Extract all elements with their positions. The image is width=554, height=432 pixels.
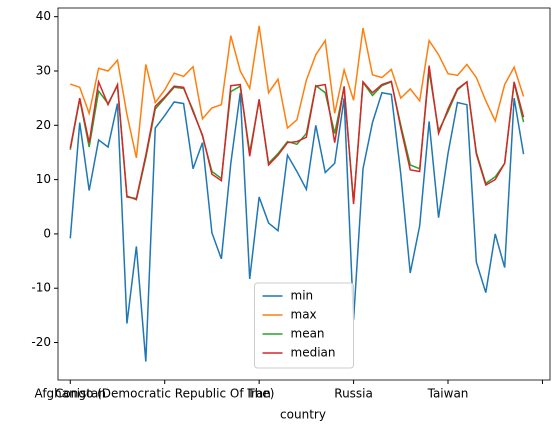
plot-frame [57, 7, 551, 381]
y-tick-label: 0 [43, 226, 51, 240]
x-tick-label: Russia [334, 387, 373, 401]
legend-label: mean [291, 327, 325, 341]
y-tick-label: -20 [31, 335, 51, 349]
series-line [70, 25, 525, 159]
legend-label: max [291, 308, 317, 322]
x-tick-label: Congo (Democratic Republic Of The) [55, 387, 274, 401]
y-tick-label: -10 [31, 281, 51, 295]
x-tick-label: Iran [247, 387, 270, 401]
legend-label: median [291, 346, 336, 360]
y-tick-label: 40 [36, 9, 51, 23]
x-tick-label: Taiwan [427, 387, 469, 401]
series-line [69, 91, 525, 362]
legend-label: min [291, 289, 314, 303]
x-tick-label: Afghanistan [35, 387, 106, 401]
legend-box [254, 282, 354, 369]
y-tick-label: 20 [36, 118, 51, 132]
y-tick-label: 10 [36, 172, 51, 186]
x-axis-label: country [280, 408, 326, 422]
y-tick-label: 30 [36, 63, 51, 77]
series-line [69, 65, 525, 205]
